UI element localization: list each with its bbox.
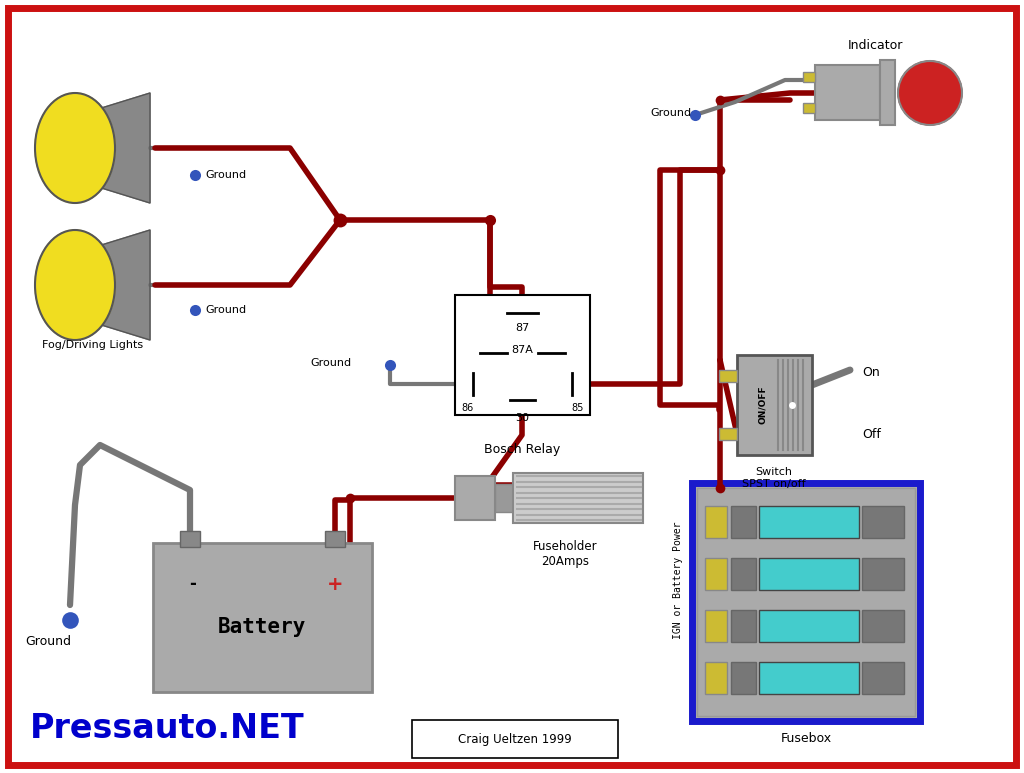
FancyBboxPatch shape bbox=[759, 610, 859, 642]
FancyBboxPatch shape bbox=[862, 662, 904, 694]
FancyBboxPatch shape bbox=[719, 370, 737, 382]
FancyBboxPatch shape bbox=[759, 506, 859, 538]
Text: Fuseholder
20Amps: Fuseholder 20Amps bbox=[532, 540, 597, 568]
Text: Fusebox: Fusebox bbox=[780, 732, 831, 745]
Text: 30: 30 bbox=[515, 413, 529, 423]
FancyBboxPatch shape bbox=[759, 662, 859, 694]
FancyBboxPatch shape bbox=[862, 610, 904, 642]
Text: Battery: Battery bbox=[218, 617, 306, 637]
Ellipse shape bbox=[35, 230, 115, 340]
Text: IGN or Battery Power: IGN or Battery Power bbox=[673, 521, 683, 638]
FancyBboxPatch shape bbox=[731, 506, 756, 538]
Text: Ground: Ground bbox=[205, 305, 246, 315]
Text: On: On bbox=[862, 366, 880, 380]
FancyBboxPatch shape bbox=[731, 558, 756, 590]
Text: Ground: Ground bbox=[650, 108, 691, 118]
Text: 87: 87 bbox=[515, 323, 529, 333]
FancyBboxPatch shape bbox=[180, 531, 200, 547]
FancyBboxPatch shape bbox=[705, 662, 727, 694]
FancyBboxPatch shape bbox=[803, 103, 815, 113]
FancyBboxPatch shape bbox=[862, 506, 904, 538]
FancyBboxPatch shape bbox=[455, 295, 590, 415]
Circle shape bbox=[898, 61, 962, 125]
FancyBboxPatch shape bbox=[731, 662, 756, 694]
Text: ON/OFF: ON/OFF bbox=[758, 386, 767, 424]
Text: 85: 85 bbox=[571, 403, 584, 413]
FancyBboxPatch shape bbox=[697, 488, 915, 716]
FancyBboxPatch shape bbox=[731, 610, 756, 642]
Text: Ground: Ground bbox=[205, 170, 246, 180]
Text: Craig Ueltzen 1999: Craig Ueltzen 1999 bbox=[458, 733, 571, 745]
Text: +: + bbox=[327, 575, 343, 594]
FancyBboxPatch shape bbox=[705, 558, 727, 590]
Text: 86: 86 bbox=[461, 403, 473, 413]
FancyBboxPatch shape bbox=[737, 355, 812, 455]
FancyBboxPatch shape bbox=[513, 473, 643, 523]
Ellipse shape bbox=[35, 93, 115, 203]
FancyBboxPatch shape bbox=[325, 531, 345, 547]
Text: Ground: Ground bbox=[310, 358, 351, 368]
FancyBboxPatch shape bbox=[455, 476, 495, 520]
FancyBboxPatch shape bbox=[692, 483, 920, 721]
Text: 87A: 87A bbox=[511, 345, 532, 355]
Text: Switch
SPST on/off: Switch SPST on/off bbox=[742, 467, 806, 489]
Text: -: - bbox=[189, 575, 197, 593]
FancyBboxPatch shape bbox=[815, 65, 880, 120]
FancyBboxPatch shape bbox=[495, 484, 513, 512]
FancyBboxPatch shape bbox=[880, 60, 895, 125]
FancyBboxPatch shape bbox=[705, 610, 727, 642]
FancyBboxPatch shape bbox=[412, 720, 618, 758]
Polygon shape bbox=[95, 230, 150, 340]
Text: Fog/Driving Lights: Fog/Driving Lights bbox=[42, 340, 143, 350]
Text: Indicator: Indicator bbox=[847, 39, 903, 52]
FancyBboxPatch shape bbox=[705, 506, 727, 538]
Polygon shape bbox=[95, 93, 150, 203]
FancyBboxPatch shape bbox=[803, 72, 815, 82]
FancyBboxPatch shape bbox=[153, 543, 372, 692]
Text: Pressauto.NET: Pressauto.NET bbox=[30, 712, 304, 745]
FancyBboxPatch shape bbox=[759, 558, 859, 590]
Text: Bosch Relay: Bosch Relay bbox=[484, 443, 560, 456]
FancyBboxPatch shape bbox=[862, 558, 904, 590]
FancyBboxPatch shape bbox=[719, 428, 737, 440]
Text: Off: Off bbox=[862, 428, 881, 441]
Text: Ground: Ground bbox=[25, 635, 71, 648]
